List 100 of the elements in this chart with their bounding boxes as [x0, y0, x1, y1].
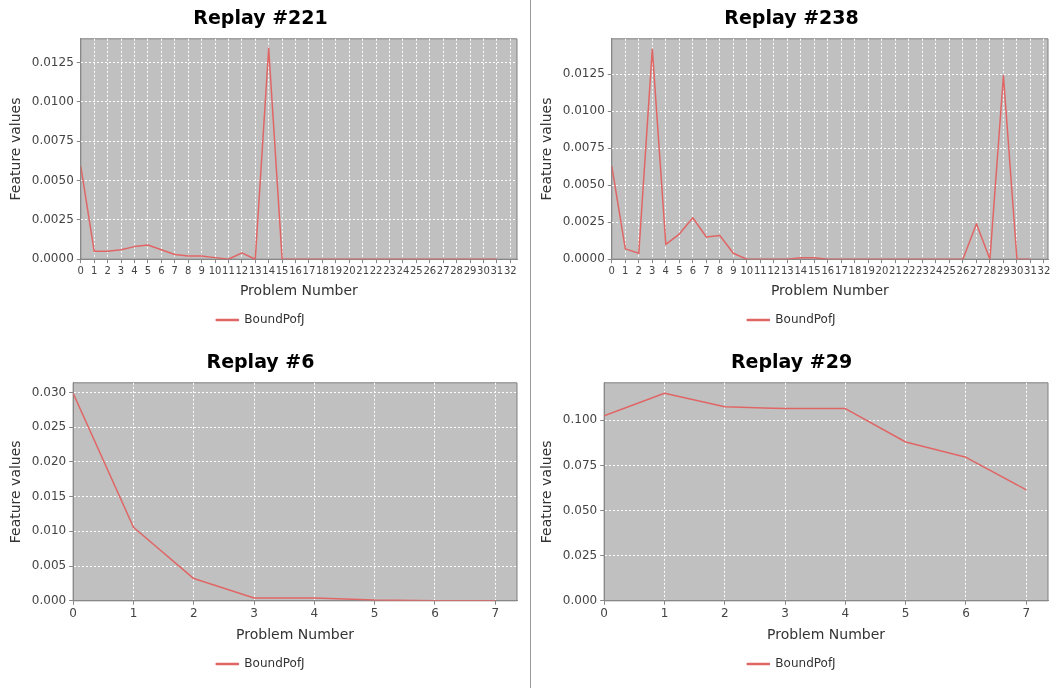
y-tick-label: 0.0125 — [562, 66, 605, 81]
x-axis-title: Problem Number — [767, 626, 886, 643]
x-axis-title: Problem Number — [236, 626, 355, 643]
x-tick-label: 2 — [635, 264, 642, 276]
x-tick-label: 29 — [463, 264, 477, 276]
y-tick-label: 0.0025 — [31, 211, 74, 226]
x-tick-label: 27 — [436, 264, 450, 276]
x-tick-label: 19 — [329, 264, 343, 276]
chart-title: Replay #221 — [193, 6, 328, 29]
y-tick-label: 0.0050 — [562, 177, 605, 192]
legend-label: BoundPofJ — [244, 312, 305, 327]
x-tick-label: 18 — [848, 264, 862, 276]
x-tick-label: 1 — [660, 606, 669, 621]
x-tick-label: 23 — [916, 264, 929, 276]
x-tick-label: 7 — [703, 264, 710, 276]
x-tick-label: 6 — [158, 264, 165, 276]
x-tick-label: 3 — [117, 264, 125, 276]
y-tick-label: 0.025 — [31, 419, 67, 434]
x-tick-label: 19 — [862, 264, 875, 276]
x-tick-label: 31 — [1024, 264, 1037, 276]
x-tick-label: 1 — [91, 264, 98, 276]
x-tick-label: 21 — [889, 264, 902, 276]
x-tick-label: 3 — [250, 606, 258, 621]
x-tick-label: 23 — [383, 264, 396, 276]
y-axis-title: Feature values — [7, 97, 24, 201]
x-tick-label: 31 — [490, 264, 504, 276]
x-tick-label: 7 — [171, 264, 178, 276]
x-tick-label: 17 — [835, 264, 848, 276]
x-tick-label: 22 — [902, 264, 916, 276]
x-tick-label: 30 — [1010, 264, 1024, 276]
x-tick-label: 0 — [77, 264, 84, 276]
y-tick-label: 0.0125 — [31, 54, 74, 69]
x-tick-label: 2 — [189, 606, 198, 621]
x-tick-label: 0 — [600, 606, 608, 621]
y-tick-label: 0.0100 — [31, 93, 74, 108]
x-tick-label: 6 — [962, 606, 970, 621]
x-tick-label: 14 — [262, 264, 276, 276]
chart-title: Replay #29 — [730, 350, 853, 373]
x-tick-label: 24 — [396, 264, 410, 276]
y-tick-label: 0.050 — [562, 502, 598, 517]
x-tick-label: 29 — [997, 264, 1010, 276]
y-tick-label: 0.0075 — [562, 140, 605, 155]
x-tick-label: 15 — [275, 264, 289, 276]
y-tick-label: 0.000 — [562, 592, 598, 607]
x-tick-label: 16 — [821, 264, 835, 276]
x-tick-label: 9 — [198, 264, 205, 276]
x-tick-label: 8 — [716, 264, 724, 276]
legend-label: BoundPofJ — [775, 312, 836, 327]
x-tick-label: 6 — [431, 606, 439, 621]
legend-label: BoundPofJ — [775, 656, 836, 671]
y-tick-label: 0.0000 — [562, 251, 605, 266]
y-tick-label: 0.0100 — [562, 103, 605, 118]
y-tick-label: 0.000 — [31, 592, 67, 607]
x-tick-label: 3 — [649, 264, 656, 276]
x-tick-label: 2 — [720, 606, 729, 621]
x-tick-label: 10 — [740, 264, 754, 276]
x-tick-label: 2 — [104, 264, 111, 276]
y-axis-title: Feature values — [538, 97, 555, 201]
x-tick-label: 22 — [369, 264, 383, 276]
x-tick-label: 4 — [310, 606, 319, 621]
x-tick-label: 1 — [129, 606, 138, 621]
x-tick-label: 13 — [780, 264, 794, 276]
x-tick-label: 15 — [808, 264, 821, 276]
x-tick-label: 8 — [184, 264, 192, 276]
x-tick-label: 20 — [875, 264, 889, 276]
x-tick-label: 25 — [943, 264, 956, 276]
x-tick-label: 5 — [676, 264, 683, 276]
x-tick-label: 26 — [423, 264, 437, 276]
x-tick-label: 4 — [131, 264, 138, 276]
legend-label: BoundPofJ — [244, 656, 305, 671]
chart-title: Replay #6 — [206, 350, 315, 373]
y-tick-label: 0.005 — [31, 558, 67, 573]
x-tick-label: 32 — [1037, 264, 1051, 276]
x-tick-label: 20 — [342, 264, 356, 276]
x-axis-title: Problem Number — [770, 282, 890, 299]
x-tick-label: 1 — [622, 264, 629, 276]
x-tick-label: 7 — [491, 606, 500, 621]
y-tick-label: 0.015 — [31, 488, 67, 503]
x-tick-label: 12 — [767, 264, 781, 276]
y-tick-label: 0.020 — [31, 454, 67, 469]
x-tick-label: 5 — [144, 264, 152, 276]
x-tick-label: 5 — [370, 606, 379, 621]
x-tick-label: 0 — [69, 606, 77, 621]
y-tick-label: 0.010 — [31, 523, 67, 538]
x-tick-label: 6 — [689, 264, 697, 276]
x-tick-label: 9 — [730, 264, 737, 276]
y-tick-label: 0.030 — [31, 384, 67, 399]
y-tick-label: 0.0075 — [31, 133, 74, 148]
x-tick-label: 4 — [662, 264, 669, 276]
x-tick-label: 4 — [841, 606, 850, 621]
y-axis-title: Feature values — [538, 440, 555, 544]
x-tick-label: 30 — [477, 264, 490, 276]
x-tick-label: 24 — [929, 264, 943, 276]
y-tick-label: 0.0025 — [562, 214, 605, 229]
x-tick-label: 16 — [289, 264, 302, 276]
chart-title: Replay #238 — [724, 6, 859, 29]
x-axis-title: Problem Number — [239, 282, 359, 299]
x-tick-label: 26 — [956, 264, 970, 276]
x-tick-label: 10 — [208, 264, 222, 276]
x-tick-label: 0 — [608, 264, 615, 276]
